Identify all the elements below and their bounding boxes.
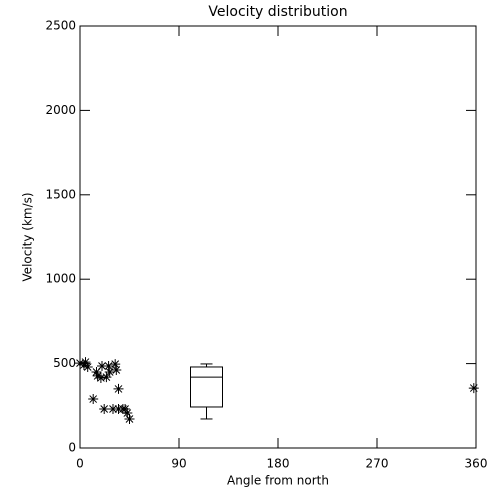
asterisk-point: [97, 360, 107, 371]
y-tick-label: 2000: [45, 103, 76, 117]
x-tick-label: 90: [171, 457, 186, 471]
y-tick-label: 1000: [45, 272, 76, 286]
asterisk-point: [78, 359, 89, 370]
asterisk-point: [113, 383, 124, 394]
asterisk-point: [120, 404, 131, 415]
asterisk-point: [80, 357, 91, 368]
asterisk-point: [108, 404, 118, 415]
asterisk-point: [82, 361, 93, 372]
x-tick-label: 360: [465, 457, 488, 471]
asterisk-point: [122, 408, 133, 419]
asterisk-point: [110, 359, 121, 370]
asterisk-point: [111, 365, 122, 376]
asterisk-point: [468, 383, 479, 394]
x-axis-label: Angle from north: [227, 474, 329, 488]
asterisk-point: [91, 367, 102, 378]
y-tick-label: 1500: [45, 187, 76, 201]
asterisk-point: [92, 370, 103, 381]
asterisk-point: [88, 394, 99, 405]
asterisk-point: [101, 372, 112, 383]
asterisk-point: [95, 372, 106, 383]
asterisk-point: [104, 367, 115, 378]
y-tick-label: 2500: [45, 19, 76, 33]
asterisk-point: [75, 358, 85, 369]
x-tick-label: 180: [267, 457, 290, 471]
box-plot: [190, 363, 223, 420]
y-tick-label: 0: [68, 441, 76, 455]
asterisk-point: [99, 404, 110, 415]
chart-title: Velocity distribution: [208, 4, 347, 20]
asterisk-point: [103, 360, 114, 371]
y-axis-label: Velocity (km/s): [21, 192, 35, 281]
asterisk-point: [124, 413, 135, 424]
x-tick-label: 0: [76, 457, 84, 471]
y-tick-label: 500: [53, 356, 76, 370]
x-tick-label: 270: [366, 457, 389, 471]
